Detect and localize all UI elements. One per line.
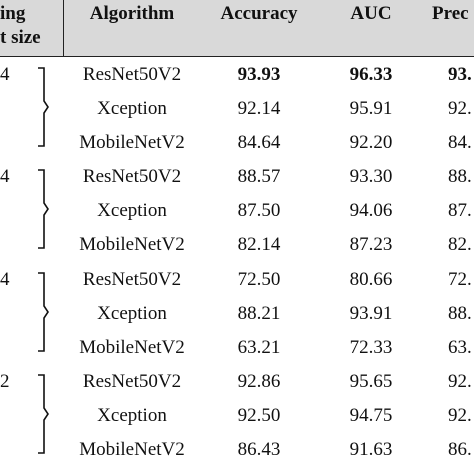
table-header <box>0 0 474 57</box>
accuracy-cell: 93.93 <box>237 64 281 85</box>
precision-cell: 88. <box>448 166 472 187</box>
auc-cell: 93.30 <box>349 166 393 187</box>
accuracy-cell: 92.86 <box>237 371 281 392</box>
header-auc: AUC <box>350 3 392 24</box>
header-divider <box>63 0 64 57</box>
group-brace <box>38 272 49 352</box>
algorithm-cell: ResNet50V2 <box>82 166 182 187</box>
auc-cell: 95.91 <box>349 98 393 119</box>
algorithm-cell: Xception <box>97 98 167 119</box>
group-brace <box>38 374 49 454</box>
algorithm-cell: MobileNetV2 <box>79 337 185 358</box>
accuracy-cell: 88.21 <box>237 303 281 324</box>
precision-cell: 88. <box>448 303 472 324</box>
precision-cell: 92. <box>448 371 472 392</box>
precision-cell: 72. <box>448 269 472 290</box>
algorithm-cell: ResNet50V2 <box>82 371 182 392</box>
group-brace <box>38 169 49 249</box>
accuracy-cell: 87.50 <box>237 200 281 221</box>
accuracy-cell: 92.50 <box>237 405 281 426</box>
precision-cell: 92. <box>448 98 472 119</box>
auc-cell: 92.20 <box>349 132 393 153</box>
header-rule <box>0 56 474 57</box>
auc-cell: 72.33 <box>349 337 393 358</box>
algorithm-cell: ResNet50V2 <box>82 269 182 290</box>
accuracy-cell: 82.14 <box>237 234 281 255</box>
accuracy-cell: 86.43 <box>237 439 281 460</box>
precision-cell: 84. <box>448 132 472 153</box>
auc-cell: 96.33 <box>349 64 393 85</box>
auc-cell: 87.23 <box>349 234 393 255</box>
auc-cell: 80.66 <box>349 269 393 290</box>
algorithm-cell: MobileNetV2 <box>79 234 185 255</box>
auc-cell: 94.75 <box>349 405 393 426</box>
auc-cell: 94.06 <box>349 200 393 221</box>
precision-cell: 86. <box>448 439 472 460</box>
header-algorithm: Algorithm <box>89 3 175 24</box>
header-col0-line2: t size <box>0 27 41 48</box>
algorithm-cell: MobileNetV2 <box>79 132 185 153</box>
accuracy-cell: 63.21 <box>237 337 281 358</box>
header-accuracy: Accuracy <box>220 3 298 24</box>
group-size-label: 2 <box>0 371 10 392</box>
precision-cell: 92. <box>448 405 472 426</box>
auc-cell: 95.65 <box>349 371 393 392</box>
auc-cell: 91.63 <box>349 439 393 460</box>
group-size-label: 4 <box>0 166 10 187</box>
precision-cell: 82. <box>448 234 472 255</box>
header-precision: Prec <box>432 3 469 24</box>
precision-cell: 63. <box>448 337 472 358</box>
precision-cell: 87. <box>448 200 472 221</box>
precision-cell: 93. <box>448 64 472 85</box>
algorithm-cell: Xception <box>97 303 167 324</box>
group-size-label: 4 <box>0 64 10 85</box>
algorithm-cell: Xception <box>97 405 167 426</box>
algorithm-cell: MobileNetV2 <box>79 439 185 460</box>
accuracy-cell: 72.50 <box>237 269 281 290</box>
group-size-label: 4 <box>0 269 10 290</box>
header-col0-line1: ing <box>0 3 26 24</box>
auc-cell: 93.91 <box>349 303 393 324</box>
group-brace <box>38 67 49 147</box>
accuracy-cell: 84.64 <box>237 132 281 153</box>
algorithm-cell: ResNet50V2 <box>82 64 182 85</box>
algorithm-cell: Xception <box>97 200 167 221</box>
accuracy-cell: 92.14 <box>237 98 281 119</box>
accuracy-cell: 88.57 <box>237 166 281 187</box>
